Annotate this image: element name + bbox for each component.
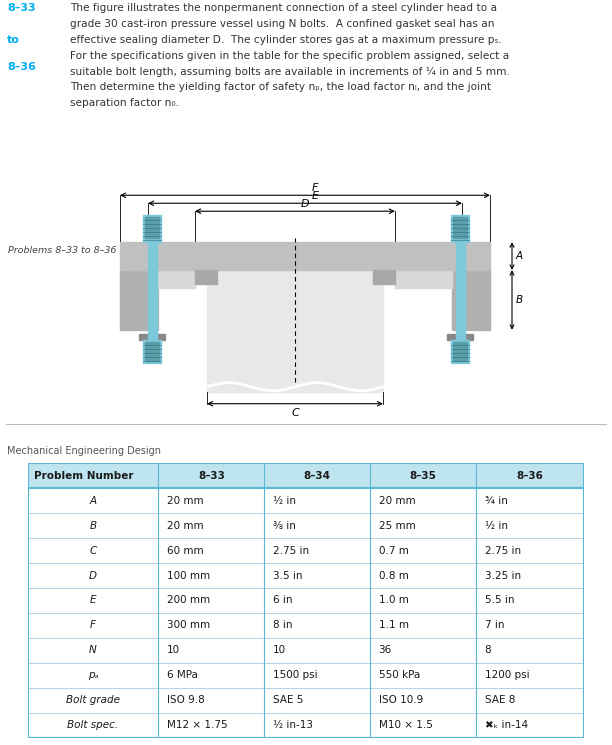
Text: Problems 8–33 to 8–36: Problems 8–33 to 8–36 <box>8 246 116 255</box>
Bar <box>139 334 165 340</box>
Text: 3.5 in: 3.5 in <box>273 571 302 580</box>
Text: ½ in-13: ½ in-13 <box>273 720 313 730</box>
Text: 2.75 in: 2.75 in <box>485 545 521 556</box>
Text: ½ in: ½ in <box>485 521 507 530</box>
Text: 1500 psi: 1500 psi <box>273 670 317 680</box>
Text: 6 MPa: 6 MPa <box>167 670 198 680</box>
Text: 300 mm: 300 mm <box>167 621 210 630</box>
Text: 25 mm: 25 mm <box>378 521 416 530</box>
Text: Mechanical Engineering Design: Mechanical Engineering Design <box>7 446 162 457</box>
Bar <box>373 270 395 284</box>
Text: ISO 9.8: ISO 9.8 <box>167 695 204 706</box>
Text: 8–36: 8–36 <box>517 471 543 481</box>
Text: 8–34: 8–34 <box>304 471 330 481</box>
Text: 8–33: 8–33 <box>198 471 225 481</box>
Text: 100 mm: 100 mm <box>167 571 210 580</box>
Text: SAE 8: SAE 8 <box>485 695 515 706</box>
Bar <box>143 215 161 242</box>
Text: 200 mm: 200 mm <box>167 595 210 606</box>
Text: effective sealing diameter D.  The cylinder stores gas at a maximum pressure pₛ.: effective sealing diameter D. The cylind… <box>70 35 502 45</box>
Text: separation factor n₀.: separation factor n₀. <box>70 98 179 108</box>
Text: 0.8 m: 0.8 m <box>378 571 408 580</box>
Text: 36: 36 <box>378 645 392 656</box>
Text: 6 in: 6 in <box>273 595 292 606</box>
Text: Then determine the yielding factor of safety nₚ, the load factor nₗ, and the joi: Then determine the yielding factor of sa… <box>70 82 491 92</box>
Text: 5.5 in: 5.5 in <box>485 595 514 606</box>
Text: For the specifications given in the table for the specific problem assigned, sel: For the specifications given in the tabl… <box>70 51 510 60</box>
Text: 10: 10 <box>273 645 286 656</box>
Text: ✖ₖ in-14: ✖ₖ in-14 <box>485 720 528 730</box>
Bar <box>145 218 159 238</box>
Text: 3.25 in: 3.25 in <box>485 571 521 580</box>
Text: F: F <box>90 621 96 630</box>
Bar <box>395 270 452 288</box>
Bar <box>120 270 158 330</box>
Bar <box>452 270 490 330</box>
Text: 2.75 in: 2.75 in <box>273 545 309 556</box>
Bar <box>453 342 467 361</box>
Text: A: A <box>516 251 523 261</box>
Text: E: E <box>312 191 318 201</box>
Bar <box>120 242 490 270</box>
Text: grade 30 cast-iron pressure vessel using N bolts.  A confined gasket seal has an: grade 30 cast-iron pressure vessel using… <box>70 19 495 29</box>
Text: ISO 10.9: ISO 10.9 <box>378 695 423 706</box>
Text: 8 in: 8 in <box>273 621 292 630</box>
Text: D: D <box>89 571 97 580</box>
Bar <box>455 242 465 340</box>
Bar <box>451 215 469 242</box>
Text: F: F <box>312 183 318 193</box>
Bar <box>453 218 467 238</box>
Text: 7 in: 7 in <box>485 621 504 630</box>
Text: 1.1 m: 1.1 m <box>378 621 409 630</box>
Text: D: D <box>300 199 309 209</box>
Bar <box>451 340 469 363</box>
Text: C: C <box>89 545 97 556</box>
Text: 550 kPa: 550 kPa <box>378 670 420 680</box>
Bar <box>145 342 159 361</box>
Text: ⅜ in: ⅜ in <box>273 521 296 530</box>
Text: B: B <box>516 295 523 305</box>
Text: B: B <box>89 521 97 530</box>
Bar <box>195 270 217 284</box>
Bar <box>158 270 195 288</box>
Text: ½ in: ½ in <box>273 495 296 506</box>
Text: E: E <box>90 595 96 606</box>
Text: Bolt grade: Bolt grade <box>66 695 120 706</box>
Text: 8–36: 8–36 <box>7 63 36 72</box>
Bar <box>447 334 473 340</box>
Text: 20 mm: 20 mm <box>167 521 204 530</box>
Text: 1200 psi: 1200 psi <box>485 670 529 680</box>
Text: 20 mm: 20 mm <box>167 495 204 506</box>
Text: 0.7 m: 0.7 m <box>378 545 408 556</box>
Text: 8–35: 8–35 <box>409 471 436 481</box>
Text: 20 mm: 20 mm <box>378 495 415 506</box>
Text: Bolt spec.: Bolt spec. <box>67 720 119 730</box>
Text: Problem Number: Problem Number <box>34 471 134 481</box>
Text: to: to <box>7 35 20 45</box>
Bar <box>28 463 584 488</box>
Text: M12 × 1.75: M12 × 1.75 <box>167 720 228 730</box>
Text: M10 × 1.5: M10 × 1.5 <box>378 720 433 730</box>
Text: C: C <box>291 408 299 418</box>
Text: 8–33: 8–33 <box>7 4 36 13</box>
Text: 8: 8 <box>485 645 491 656</box>
Bar <box>143 340 161 363</box>
Text: ¾ in: ¾ in <box>485 495 507 506</box>
Text: A: A <box>89 495 97 506</box>
Text: The figure illustrates the nonpermanent connection of a steel cylinder head to a: The figure illustrates the nonpermanent … <box>70 4 498 13</box>
Text: suitable bolt length, assuming bolts are available in increments of ¼ in and 5 m: suitable bolt length, assuming bolts are… <box>70 66 510 77</box>
Text: SAE 5: SAE 5 <box>273 695 303 706</box>
Text: 10: 10 <box>167 645 180 656</box>
Text: N: N <box>89 645 97 656</box>
Bar <box>147 242 157 340</box>
Text: pₐ: pₐ <box>88 670 99 680</box>
Text: 1.0 m: 1.0 m <box>378 595 408 606</box>
Bar <box>207 270 383 392</box>
Text: 60 mm: 60 mm <box>167 545 204 556</box>
